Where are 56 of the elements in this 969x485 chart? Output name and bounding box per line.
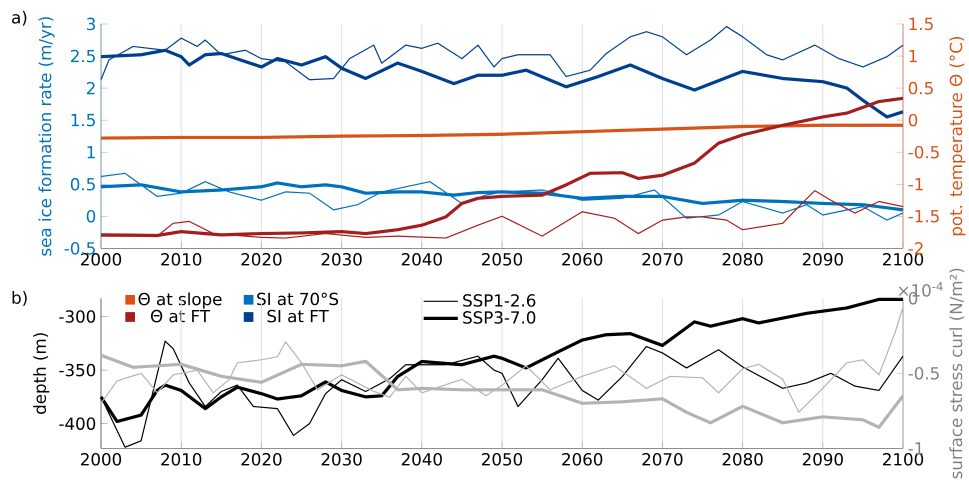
x-tick-label: 2030 (322, 253, 362, 266)
y2-tick-label: -0.5 (908, 146, 939, 158)
y-tick-label: 0 (86, 210, 96, 223)
legend-label: SSP1-2.6 (463, 294, 536, 307)
legend-label: SSP3-7.0 (463, 311, 536, 324)
legend-label: Θ at slope (138, 292, 222, 309)
y-tick-label: -350 (59, 364, 96, 376)
y-tick-label: 0.5 (70, 178, 95, 191)
y2-tick-label: -0.5 (908, 366, 939, 380)
y-tick-label: -300 (59, 310, 96, 323)
y2-tick-label: 0.5 (908, 82, 933, 94)
chart-title: b) (12, 290, 27, 306)
legend-label: SI at 70°S (257, 292, 338, 306)
y2-tick-label: -2 (908, 242, 923, 254)
x-tick-label: 2090 (802, 253, 843, 266)
y-tick-label: -0.5 (64, 242, 95, 255)
x-tick-label: 2010 (161, 253, 202, 266)
y2-tick-label: -1.5 (908, 210, 939, 222)
x-tick-label: 2050 (482, 452, 522, 466)
line-series (99, 124, 905, 140)
y2-tick-label: 1 (910, 50, 917, 62)
x-tick-label: 2010 (161, 452, 202, 466)
x-tick-label: 2080 (722, 452, 763, 466)
y-tick-label: 1 (88, 146, 95, 158)
y-tick-label: 1.5 (72, 114, 95, 126)
x-tick-label: 2060 (562, 452, 602, 466)
x-tick-label: 2000 (81, 452, 122, 466)
x-tick-label: 2020 (241, 452, 282, 466)
y2-tick-label: -1 (908, 442, 923, 454)
x-tick-label: 2060 (562, 253, 602, 266)
x-tick-label: 2080 (722, 253, 763, 266)
y2-tick-label: 0 (908, 114, 918, 126)
x-tick-label: 2100 (883, 452, 924, 466)
x-tick-label: 2070 (642, 452, 682, 466)
y2-axis-title: surface stress curl (N/m²) (949, 268, 964, 478)
legend-label: SI at FT (267, 310, 329, 322)
y-tick-label: 3 (86, 18, 95, 30)
x-tick-label: 2070 (642, 253, 682, 266)
x-tick-label: 2040 (402, 253, 442, 266)
line-series (100, 172, 904, 221)
x-tick-label: 2090 (802, 452, 843, 466)
y-tick-label: 2.5 (71, 50, 95, 62)
y2-axis-title: pot. temperature Θ (°C) (949, 37, 966, 236)
x-tick-label: 2100 (883, 253, 924, 266)
x-tick-label: 2030 (322, 452, 362, 466)
y-axis-title: depth (m) (33, 333, 50, 414)
x-tick-label: 2020 (241, 253, 282, 266)
y2-tick-label: -1 (908, 178, 923, 190)
x-tick-label: 2050 (482, 253, 522, 266)
y-tick-label: 2 (86, 82, 95, 94)
y-tick-label: -400 (59, 417, 96, 430)
y2-tick-label: 1.5 (910, 18, 933, 30)
x-tick-label: 2000 (81, 253, 122, 266)
chart-title: a) (12, 10, 26, 26)
x-tick-label: 2040 (402, 452, 442, 466)
y-axis-title: sea ice formation rate (m/yr) (38, 17, 55, 256)
